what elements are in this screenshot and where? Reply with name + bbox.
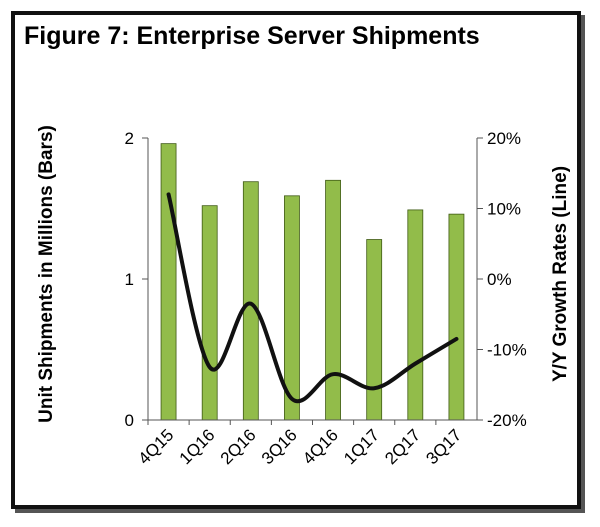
growth-rate-line [166,192,459,404]
x-tick-label-3Q17: 3Q17 [422,425,465,468]
y-tick-label-right: -10% [487,341,527,360]
x-tick-label-2Q16: 2Q16 [217,425,260,468]
bar-3Q16 [284,195,300,421]
bar-2Q16 [242,181,259,421]
bar-2Q17 [407,209,424,421]
x-tick-label-2Q17: 2Q17 [381,425,424,468]
y-tick-label-left: 0 [125,411,134,430]
chart-title: Figure 7: Enterprise Server Shipments [24,22,480,50]
x-tick-label-4Q16: 4Q16 [299,425,342,468]
y-tick-label-left: 1 [125,270,134,289]
x-tick-label-1Q17: 1Q17 [340,425,383,468]
bar-3Q17 [448,213,465,421]
bar-4Q16 [325,179,341,421]
y-tick-label-right: 20% [487,129,521,148]
y-axis-title-right: Y/Y Growth Rates (Line) [550,166,571,382]
y-axis-title-left: Unit Shipments in Millions (Bars) [36,125,57,423]
y-tick-label-right: 0% [487,270,512,289]
x-tick-label-3Q16: 3Q16 [258,425,301,468]
bar-1Q16 [201,205,218,421]
y-tick-label-right: 10% [487,200,521,219]
bar-4Q15 [160,143,177,421]
y-tick-label-right: -20% [487,411,527,430]
x-tick-label-1Q16: 1Q16 [176,425,219,468]
bar-1Q17 [366,239,383,421]
x-tick-label-4Q15: 4Q15 [135,425,178,468]
y-tick-label-left: 2 [125,129,134,148]
